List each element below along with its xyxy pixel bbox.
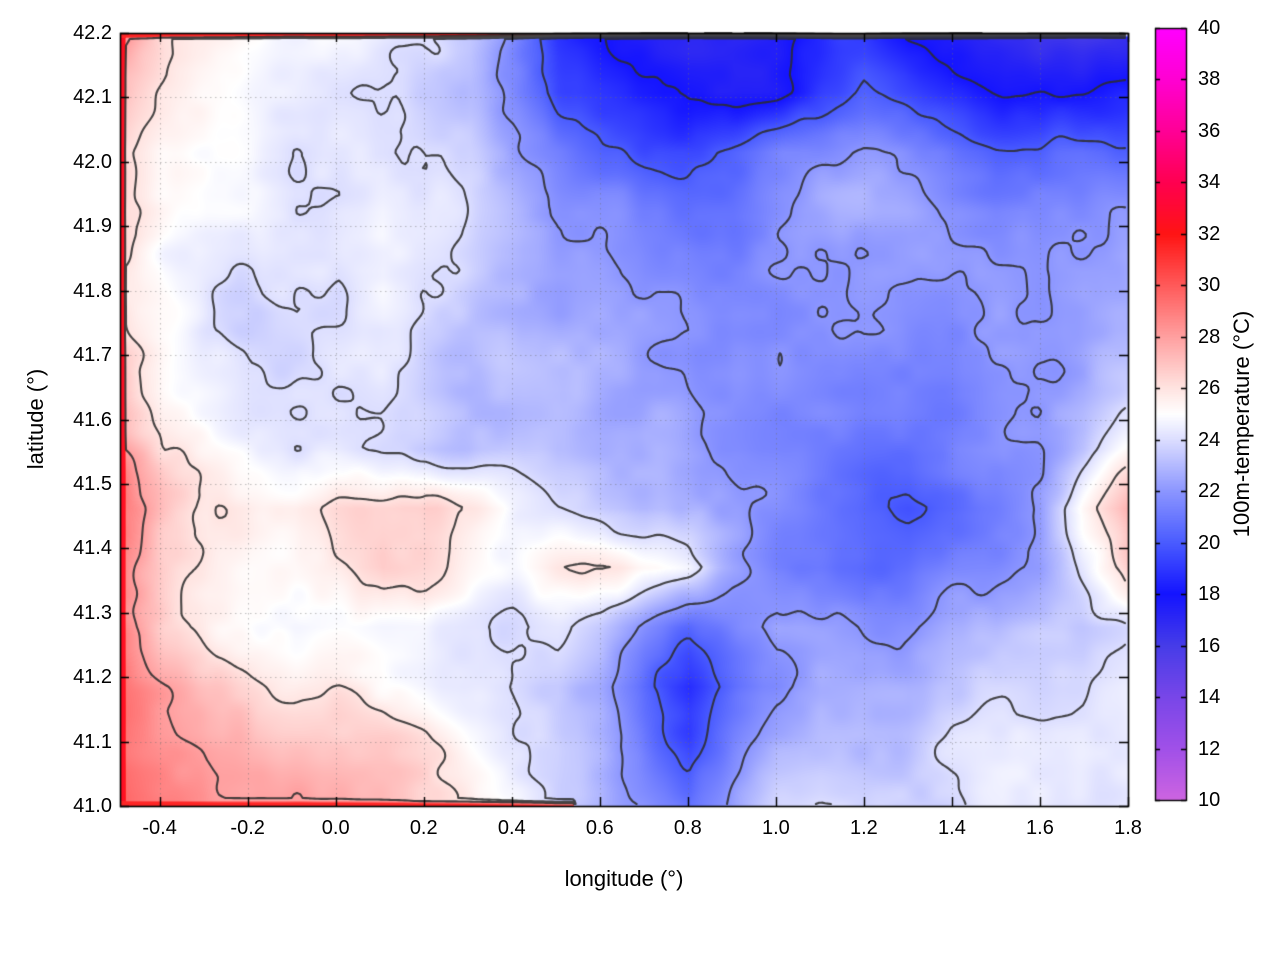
colorbar-label: 100m-temperature (°C) (1229, 310, 1254, 538)
y-axis-label: latitude (°) (23, 368, 48, 470)
x-axis-label: longitude (°) (564, 866, 684, 891)
